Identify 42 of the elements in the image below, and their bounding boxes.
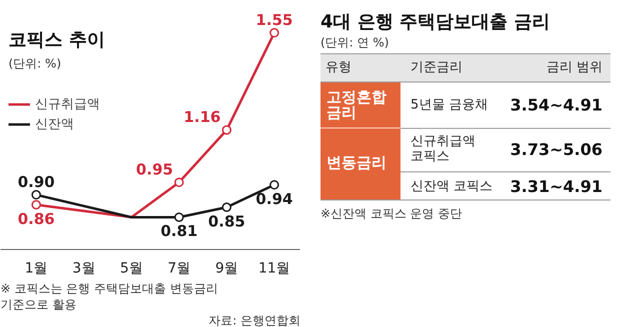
point [31,200,41,210]
text: ※신잔액 코픽스 운영 중단 [320,206,462,221]
text: 기준금리 [410,60,462,76]
data-label: 1.55 [256,10,293,29]
text: 3.54~4.91 [510,95,602,114]
chart-title: 코픽스 추이 [8,30,105,50]
data-label: 0.95 [136,160,174,178]
x-tick-label: 9월 [215,260,238,276]
point [174,178,184,188]
text: (단위: %) [8,56,62,70]
legend-label: 신잔액 [35,116,74,133]
data-label: 0.85 [208,212,246,230]
data-label: 1.16 [184,108,221,126]
text: ※ 코픽스는 은행 주택담보대출 변동금리 기준으로 활용 [0,282,218,312]
data-label: 0.86 [18,210,55,228]
text: 5년물 금융채 [410,97,488,112]
point [31,190,41,200]
data-label: 0.81 [160,222,198,240]
text: 유형 [326,60,352,76]
x-tick-label: 7월 [168,260,191,276]
text: 고정혼합 금리 [326,88,386,122]
text: 3.31~4.91 [510,176,602,196]
x-tick-label: 5월 [120,260,143,276]
point [270,180,280,190]
x-tick-label: 11월 [258,260,290,276]
text: 자료: 은행연합회 [208,314,300,327]
text: 4대 은행 주택담보대출 금리 [320,11,550,32]
x-tick-label: 1월 [24,260,48,276]
point [222,202,232,212]
text: (단위: 연 %) [320,35,389,50]
data-label: 0.90 [18,172,55,191]
text: 금리 범위 [546,60,603,76]
point [174,212,184,222]
data-label: 0.94 [256,190,293,208]
text: 신규취급액 코픽스 [410,134,476,164]
point [222,125,232,135]
point [270,28,280,38]
text: 3.73~5.06 [510,140,602,160]
legend-label: 신규취급액 [35,96,100,113]
text: 변동금리 [326,154,386,172]
text: 신잔액 코픽스 [410,178,493,194]
x-tick-label: 3월 [72,260,96,276]
